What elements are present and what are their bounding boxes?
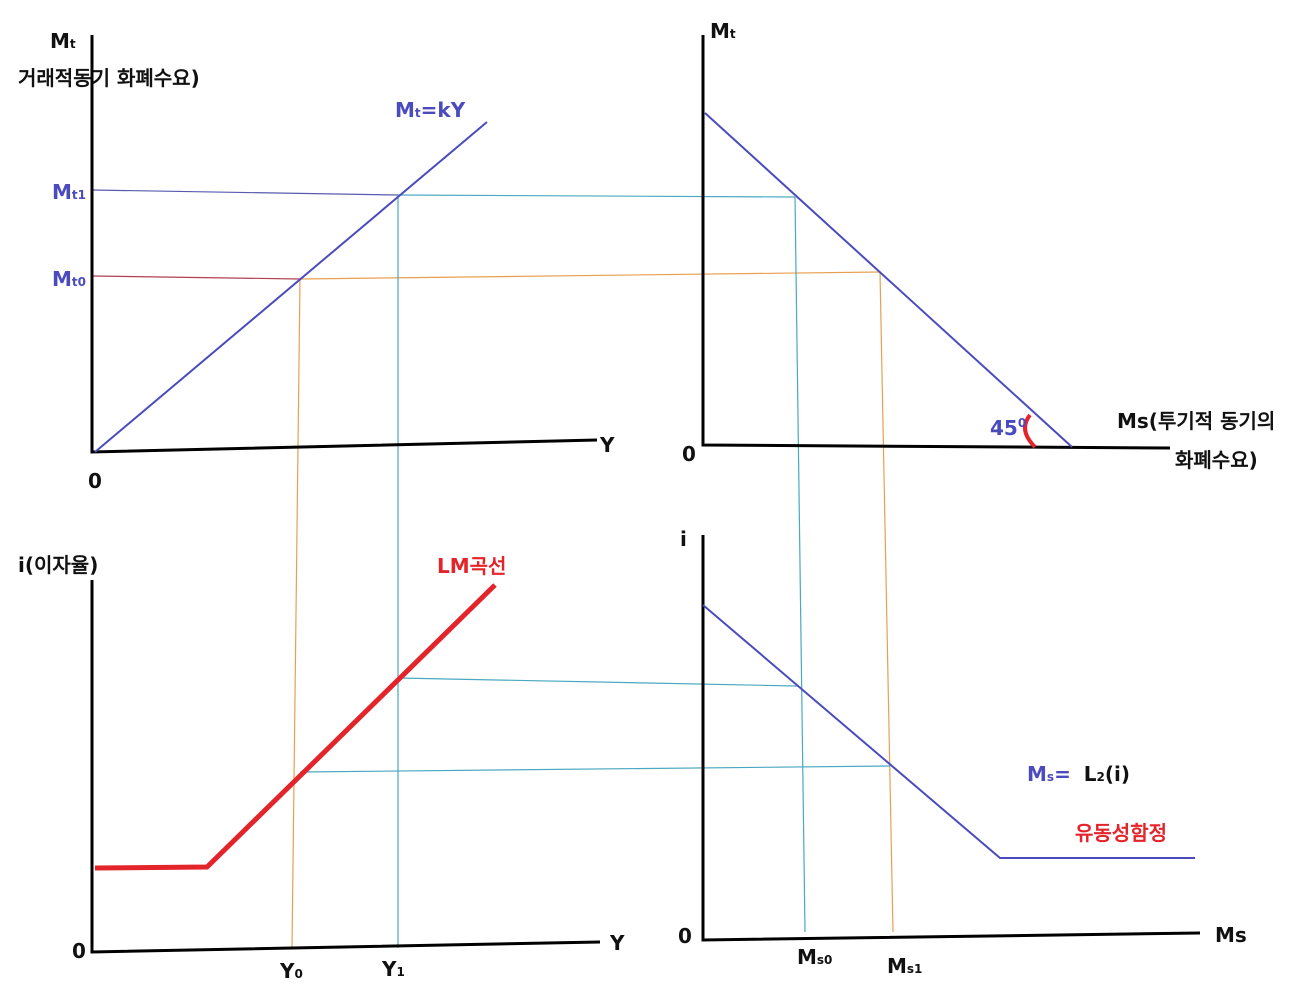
caption: 거래적동기 화폐수요) bbox=[18, 66, 200, 90]
point-label: Ms1 bbox=[887, 954, 922, 978]
angle-arc bbox=[1023, 413, 1037, 449]
x-axis-label: Ms(투기적 동기의 bbox=[1117, 409, 1275, 433]
y-axis-label: i bbox=[680, 527, 687, 551]
curves bbox=[94, 112, 1195, 859]
point-label: Y0 bbox=[279, 959, 303, 983]
origin: 0 bbox=[678, 924, 692, 948]
point-label: Y1 bbox=[381, 957, 405, 981]
lm-curve bbox=[94, 583, 497, 871]
origin: 0 bbox=[682, 442, 696, 466]
curve-label: Ms= L2(i) bbox=[1027, 762, 1130, 786]
curve-label: Mt=kY bbox=[395, 98, 466, 122]
x-axis-label: Y bbox=[609, 931, 625, 955]
level-label: Mt0 bbox=[52, 267, 86, 291]
y-axis-label: i(이자율) bbox=[18, 553, 98, 577]
guides bbox=[91, 189, 894, 949]
x-axis-label: 화폐수요) bbox=[1175, 448, 1258, 472]
x-axis-label: Ms bbox=[1215, 923, 1247, 947]
y-axis-label: Mt bbox=[50, 29, 76, 53]
trap-label: 유동성함정 bbox=[1075, 821, 1167, 845]
origin: 0 bbox=[72, 939, 86, 963]
origin: 0 bbox=[88, 469, 102, 493]
level-label: Mt1 bbox=[52, 180, 86, 204]
point-label: Ms0 bbox=[797, 945, 832, 969]
y-axis-label: Mt bbox=[710, 19, 736, 43]
axes bbox=[90, 35, 1201, 954]
angle-label: 450 bbox=[990, 416, 1026, 440]
curve-label: LM곡선 bbox=[437, 554, 506, 578]
x-axis-label: Y bbox=[599, 433, 615, 457]
